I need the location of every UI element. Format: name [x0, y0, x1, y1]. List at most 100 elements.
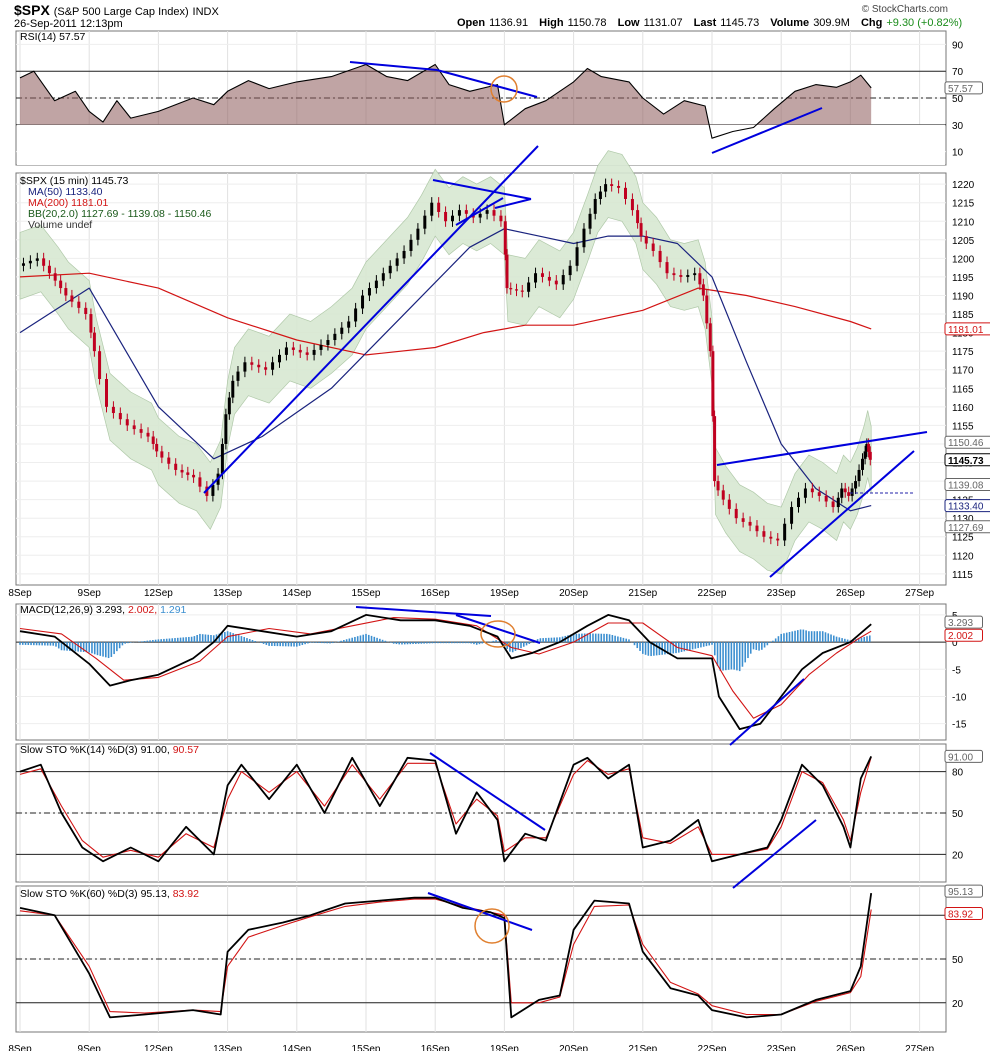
- candle-body: [840, 488, 844, 498]
- trend-line: [732, 819, 817, 889]
- candle-body: [831, 501, 835, 508]
- candle-body: [367, 288, 371, 296]
- candle-body: [503, 221, 507, 255]
- candle-body: [402, 250, 406, 259]
- candle-body: [721, 490, 725, 500]
- candle-body: [264, 367, 268, 370]
- candle-body: [617, 185, 621, 188]
- candle-body: [167, 457, 171, 464]
- sto60-d-value-tag: 83.92: [948, 909, 973, 920]
- price-panel-frame: [15, 172, 947, 586]
- sto60-y-tick-label: 20: [952, 999, 964, 1010]
- candle-body: [505, 254, 509, 289]
- candle-body: [593, 198, 597, 214]
- x-tick-label-top: 9Sep: [78, 588, 102, 599]
- candle-body: [817, 492, 821, 496]
- candle-body: [575, 247, 579, 266]
- macd-legend: MACD(12,26,9) 3.293, 2.002, 1.291: [20, 604, 187, 616]
- x-tick-label-bottom: 27Sep: [905, 1044, 934, 1051]
- ma50-value-tag: 1133.40: [948, 502, 984, 513]
- price-y-tick-label: 1130: [952, 514, 974, 525]
- candle-body: [582, 228, 586, 248]
- candle-body: [186, 472, 190, 475]
- sto60-legend-part: 83.92: [173, 888, 199, 900]
- candle-body: [430, 202, 434, 216]
- quote-summary: Open 1136.91 High 1150.78 Low 1131.07 Last 1…: [457, 17, 970, 29]
- candle-body: [84, 307, 88, 315]
- x-tick-label-bottom: 21Sep: [628, 1044, 657, 1051]
- candle-body: [693, 273, 697, 276]
- high-label: High: [539, 17, 564, 29]
- x-tick-label-bottom: 8Sep: [8, 1044, 32, 1051]
- trend-line: [455, 614, 541, 644]
- rsi-y-tick-label: 30: [952, 121, 964, 132]
- bb-upper-value-tag-box: [944, 435, 990, 449]
- macd-legend-part: 1.291: [160, 604, 186, 616]
- candle-body: [174, 463, 178, 470]
- highlight-circle: [480, 620, 516, 648]
- price-y-tick-label: 1185: [952, 310, 974, 321]
- candle-body: [423, 215, 427, 229]
- candle-body: [464, 210, 468, 214]
- x-tick-label-bottom: 12Sep: [144, 1044, 173, 1051]
- sto14-d-line: [19, 756, 872, 858]
- candle-body: [672, 273, 676, 276]
- sto60-legend-part: Slow STO %K(60) %D(3) 95.13,: [20, 888, 173, 900]
- candle-body: [227, 397, 231, 415]
- candle-body: [686, 275, 690, 277]
- trend-line: [349, 61, 438, 71]
- candle-body: [132, 425, 136, 430]
- candle-body: [515, 289, 519, 291]
- candle-body: [568, 265, 572, 276]
- candle-body: [340, 327, 344, 334]
- x-tick-label-top: 16Sep: [421, 588, 450, 599]
- price-legend-part: $SPX (15 min) 1145.73: [20, 175, 129, 187]
- trend-line: [432, 179, 532, 200]
- trend-line: [203, 145, 539, 494]
- candle-body: [492, 210, 496, 216]
- candle-body: [28, 260, 32, 264]
- trend-line: [716, 431, 928, 466]
- candle-body: [47, 265, 51, 274]
- high-value: 1150.78: [567, 17, 607, 29]
- bb-lower-value-tag: 1127.69: [948, 523, 984, 534]
- candle-body: [105, 379, 108, 407]
- candle-body: [854, 481, 858, 489]
- candle-body: [155, 443, 159, 452]
- candle-body: [698, 273, 702, 285]
- sto60-k-value-tag-box: [944, 884, 983, 898]
- macd-y-tick-label: 0: [952, 638, 958, 649]
- sto14-y-tick-label: 50: [952, 809, 964, 820]
- price-y-tick-label: 1165: [952, 384, 974, 395]
- trend-line: [769, 450, 915, 578]
- candle-body: [192, 474, 196, 478]
- candle-body: [810, 488, 814, 493]
- candle-body: [863, 451, 867, 459]
- candle-body: [457, 210, 461, 216]
- price-y-tick-label: 1195: [952, 273, 974, 284]
- price-y-tick-label: 1190: [952, 291, 974, 302]
- candle-body: [509, 288, 513, 290]
- candle-body: [180, 469, 184, 473]
- macd-value-tag-box: [944, 615, 983, 629]
- rsi-legend: RSI(14) 57.57: [20, 31, 86, 43]
- candle-body: [588, 213, 592, 229]
- trend-line: [729, 678, 805, 746]
- sto60-d-value-tag-box: [944, 906, 983, 920]
- symbol-name: (S&P 500 Large Cap Index): [53, 6, 189, 18]
- candle-body: [98, 351, 102, 379]
- rsi-line: [19, 63, 872, 139]
- bb-legend: BB(20,2.0) 1127.69 - 1139.08 - 1150.46: [28, 208, 211, 220]
- candle-body: [243, 362, 247, 372]
- sto14-value-tag: 91.00: [948, 752, 973, 763]
- candle-body: [861, 458, 865, 470]
- x-tick-label-bottom: 13Sep: [213, 1044, 242, 1051]
- sto60-d-line: [19, 898, 872, 1016]
- macd-signal-value-tag: 2.002: [948, 631, 973, 642]
- candle-body: [734, 508, 738, 519]
- price-y-tick-label: 1160: [952, 403, 974, 414]
- price-y-tick-label: 1170: [952, 366, 974, 377]
- ma200-legend: MA(200) 1181.01: [28, 197, 109, 209]
- candle-body: [610, 184, 614, 186]
